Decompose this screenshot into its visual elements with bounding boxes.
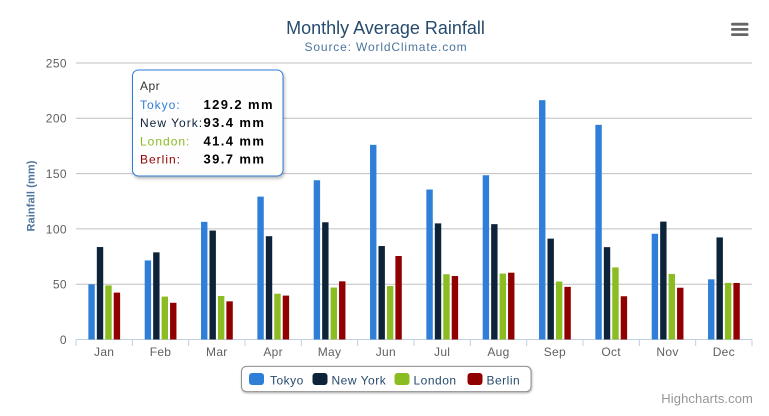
svg-text:150: 150 — [46, 167, 67, 181]
svg-text:Tokyo: Tokyo — [270, 373, 304, 387]
svg-text:Mar: Mar — [206, 345, 228, 359]
svg-text:Nov: Nov — [656, 345, 678, 359]
svg-text:Jan: Jan — [94, 345, 114, 359]
svg-text:New York:: New York: — [140, 116, 203, 130]
svg-text:Feb: Feb — [150, 345, 172, 359]
svg-text:Monthly Average Rainfall: Monthly Average Rainfall — [286, 18, 485, 38]
svg-text:Apr: Apr — [140, 79, 160, 93]
svg-text:London:: London: — [140, 134, 190, 148]
svg-text:Berlin: Berlin — [487, 373, 521, 387]
svg-text:Apr: Apr — [263, 345, 283, 359]
svg-text:Sep: Sep — [544, 345, 566, 359]
svg-text:250: 250 — [46, 56, 67, 70]
svg-text:May: May — [318, 345, 342, 359]
svg-text:100: 100 — [46, 222, 67, 236]
svg-text:50: 50 — [53, 278, 67, 292]
svg-text:Oct: Oct — [601, 345, 621, 359]
svg-text:New York: New York — [332, 373, 387, 387]
svg-text:London: London — [414, 373, 457, 387]
svg-text:Aug: Aug — [487, 345, 509, 359]
svg-text:Highcharts.com: Highcharts.com — [661, 391, 753, 406]
svg-text:Source: WorldClimate.com: Source: WorldClimate.com — [305, 40, 468, 54]
svg-text:39.7 mm: 39.7 mm — [204, 152, 266, 167]
svg-text:Jun: Jun — [376, 345, 396, 359]
svg-text:Tokyo:: Tokyo: — [140, 98, 181, 112]
svg-text:Rainfall (mm): Rainfall (mm) — [26, 160, 38, 231]
svg-text:0: 0 — [60, 333, 67, 347]
svg-text:129.2 mm: 129.2 mm — [204, 97, 274, 112]
svg-text:41.4 mm: 41.4 mm — [204, 133, 266, 148]
svg-text:93.4 mm: 93.4 mm — [204, 115, 266, 130]
svg-text:Berlin:: Berlin: — [140, 153, 181, 167]
svg-text:Dec: Dec — [713, 345, 735, 359]
svg-text:Jul: Jul — [434, 345, 450, 359]
svg-text:200: 200 — [46, 112, 67, 126]
